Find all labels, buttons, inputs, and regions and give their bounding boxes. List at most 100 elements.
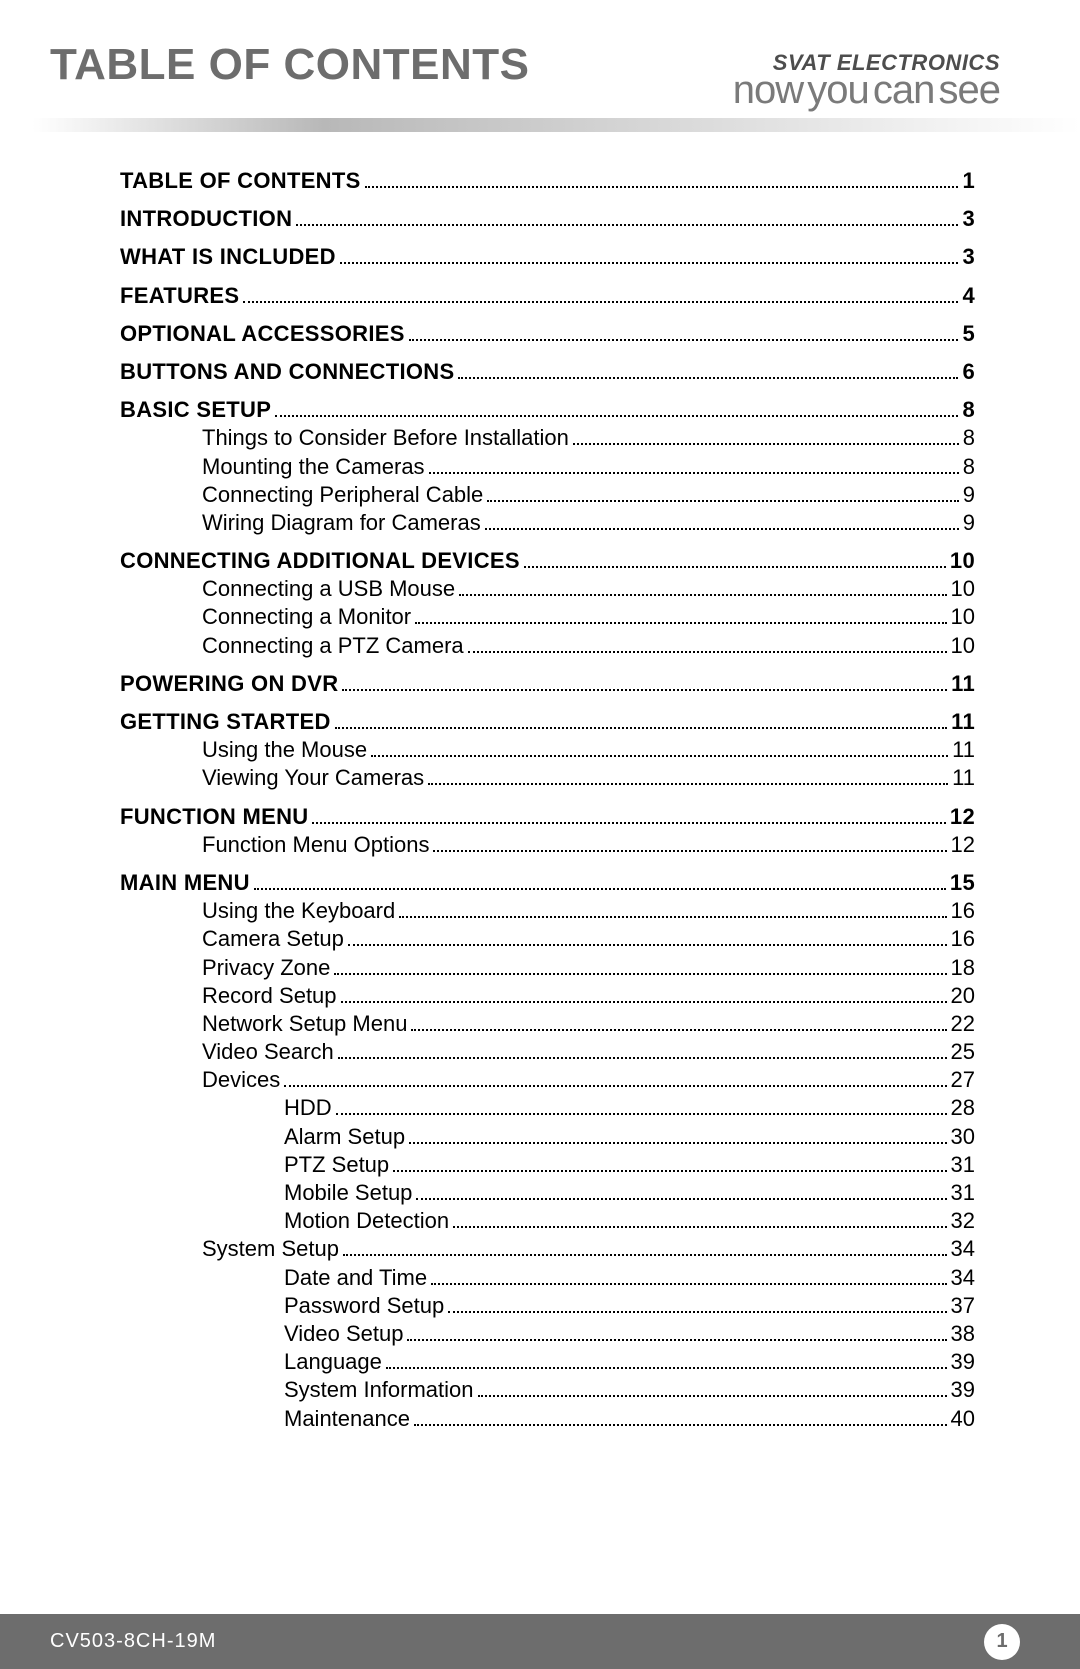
toc-leader-dots: [284, 1085, 946, 1087]
toc-entry-label: Password Setup: [284, 1294, 444, 1318]
toc-entry-page: 9: [963, 511, 975, 535]
toc-leader-dots: [348, 944, 947, 946]
toc-entry: Motion Detection32: [284, 1209, 975, 1233]
toc-entry: Maintenance40: [284, 1407, 975, 1431]
toc-leader-dots: [393, 1170, 946, 1172]
toc-entry-label: Viewing Your Cameras: [202, 766, 424, 790]
toc-entry: OPTIONAL ACCESSORIES5: [120, 322, 975, 346]
toc-entry-label: Connecting a USB Mouse: [202, 577, 455, 601]
toc-entry-label: Video Setup: [284, 1322, 403, 1346]
toc-leader-dots: [415, 622, 946, 624]
toc-entry-label: Things to Consider Before Installation: [202, 426, 569, 450]
toc-entry-label: Connecting a Monitor: [202, 605, 411, 629]
header-divider: [0, 118, 1080, 132]
toc-entry-label: BASIC SETUP: [120, 398, 271, 422]
toc-leader-dots: [458, 377, 958, 379]
toc-entry: Using the Keyboard16: [202, 899, 975, 923]
toc-entry-page: 5: [962, 322, 975, 346]
toc-entry-page: 11: [951, 672, 975, 696]
toc-entry-label: Network Setup Menu: [202, 1012, 407, 1036]
toc-leader-dots: [407, 1339, 946, 1341]
toc-entry: FEATURES4: [120, 284, 975, 308]
toc-entry-page: 16: [951, 927, 975, 951]
toc-entry-page: 18: [951, 956, 975, 980]
toc-entry-label: Video Search: [202, 1040, 334, 1064]
toc-entry: POWERING ON DVR 11: [120, 672, 975, 696]
toc-entry: Language39: [284, 1350, 975, 1374]
toc-entry: Mounting the Cameras8: [202, 455, 975, 479]
toc-entry-label: GETTING STARTED: [120, 710, 331, 734]
toc-entry: Privacy Zone 18: [202, 956, 975, 980]
toc-entry-label: INTRODUCTION: [120, 207, 292, 231]
toc-entry: System Information39: [284, 1378, 975, 1402]
toc-entry: System Setup34: [202, 1237, 975, 1261]
toc-entry: BUTTONS AND CONNECTIONS6: [120, 360, 975, 384]
toc-entry: Record Setup20: [202, 984, 975, 1008]
toc-entry: FUNCTION MENU 12: [120, 805, 975, 829]
toc-entry: INTRODUCTION3: [120, 207, 975, 231]
toc-entry-page: 10: [951, 634, 975, 658]
toc-leader-dots: [487, 500, 958, 502]
toc-entry: Viewing Your Cameras 11: [202, 766, 975, 790]
toc-entry-page: 3: [962, 245, 975, 269]
toc-entry-page: 11: [952, 738, 975, 762]
toc-leader-dots: [433, 850, 946, 852]
toc-entry-label: WHAT IS INCLUDED: [120, 245, 336, 269]
model-number: CV503-8CH-19M: [50, 1630, 216, 1653]
toc-entry-label: System Information: [284, 1378, 474, 1402]
toc-leader-dots: [416, 1198, 946, 1200]
toc-entry-label: Camera Setup: [202, 927, 344, 951]
toc-entry: Network Setup Menu22: [202, 1012, 975, 1036]
toc-entry-page: 12: [950, 805, 975, 829]
toc-leader-dots: [429, 472, 959, 474]
toc-entry-page: 4: [962, 284, 975, 308]
toc-entry-label: TABLE OF CONTENTS: [120, 169, 361, 193]
toc-leader-dots: [411, 1029, 946, 1031]
toc-entry-label: Privacy Zone: [202, 956, 330, 980]
toc-leader-dots: [275, 415, 958, 417]
toc-entry-label: Maintenance: [284, 1407, 410, 1431]
toc-entry-label: Date and Time: [284, 1266, 427, 1290]
toc-leader-dots: [296, 224, 958, 226]
toc-entry-label: HDD: [284, 1096, 332, 1120]
brand-tagline: now you can see: [733, 68, 1000, 113]
toc-entry-page: 11: [952, 766, 975, 790]
toc-entry-page: 25: [951, 1040, 975, 1064]
toc-entry-page: 15: [950, 871, 975, 895]
page-header: TABLE OF CONTENTS SVAT ELECTRONICS now y…: [0, 0, 1080, 130]
toc-leader-dots: [254, 888, 946, 890]
toc-leader-dots: [386, 1367, 947, 1369]
toc-leader-dots: [428, 783, 948, 785]
toc-entry-label: FUNCTION MENU: [120, 805, 308, 829]
toc-entry-page: 10: [950, 549, 975, 573]
toc-entry-label: Mounting the Cameras: [202, 455, 425, 479]
toc-entry: TABLE OF CONTENTS1: [120, 169, 975, 193]
toc-entry-page: 10: [951, 605, 975, 629]
toc-entry: Devices27: [202, 1068, 975, 1092]
toc-entry-page: 28: [951, 1096, 975, 1120]
toc-leader-dots: [478, 1395, 947, 1397]
toc-entry-page: 37: [951, 1294, 975, 1318]
toc-leader-dots: [399, 916, 946, 918]
toc-leader-dots: [409, 339, 959, 341]
toc-entry-page: 8: [963, 426, 975, 450]
toc-leader-dots: [338, 1057, 947, 1059]
toc-leader-dots: [343, 1254, 947, 1256]
toc-leader-dots: [341, 1001, 947, 1003]
toc-entry-page: 38: [951, 1322, 975, 1346]
toc-entry-label: Motion Detection: [284, 1209, 449, 1233]
toc-entry-label: CONNECTING ADDITIONAL DEVICES: [120, 549, 520, 573]
toc-entry-page: 34: [951, 1237, 975, 1261]
toc-leader-dots: [371, 755, 948, 757]
toc-leader-dots: [431, 1283, 946, 1285]
toc-entry-page: 39: [951, 1350, 975, 1374]
toc-entry-label: Using the Keyboard: [202, 899, 395, 923]
toc-leader-dots: [243, 301, 958, 303]
toc-entry-label: Connecting Peripheral Cable: [202, 483, 483, 507]
toc-entry-label: POWERING ON DVR: [120, 672, 338, 696]
toc-leader-dots: [312, 822, 945, 824]
toc-entry: Using the Mouse11: [202, 738, 975, 762]
toc-leader-dots: [414, 1424, 947, 1426]
document-page: TABLE OF CONTENTS SVAT ELECTRONICS now y…: [0, 0, 1080, 1669]
toc-leader-dots: [485, 528, 959, 530]
